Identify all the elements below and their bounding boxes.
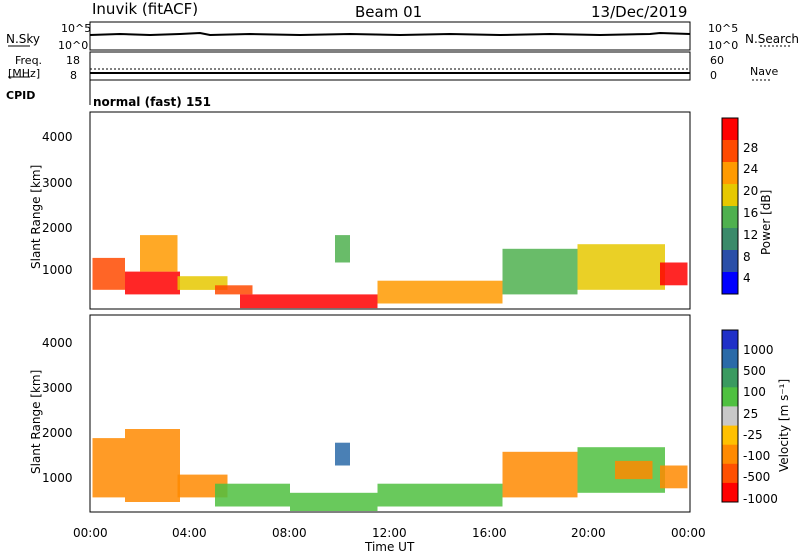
velocity-colorbar-swatch-0: [722, 330, 738, 350]
velocity-colorbar-swatch-4: [722, 406, 738, 426]
nave-label: Nave: [750, 65, 779, 78]
power-ytick-1000: 1000: [42, 263, 73, 277]
power-ytick-3000: 3000: [42, 176, 73, 190]
power-colorbar-swatch-3: [722, 184, 738, 207]
power-colorbar-swatch-5: [722, 228, 738, 251]
power-heatmap: [92, 235, 688, 309]
velocity-region-10: [660, 465, 688, 489]
velocity-region-7: [502, 451, 578, 498]
velocity-cbar-tick-0: 1000: [743, 343, 774, 357]
xtick-1: 04:00: [172, 526, 207, 540]
freq-tick-bottom: 8: [70, 69, 77, 82]
power-plot-frame: [89, 111, 691, 310]
velocity-plot-frame: [89, 314, 691, 513]
velocity-cbar-tick-7: -1000: [743, 492, 778, 506]
power-region-4: [215, 285, 253, 295]
xlabel: Time UT: [365, 540, 415, 554]
power-region-10: [660, 262, 688, 286]
power-ytick-2000: 2000: [42, 221, 73, 235]
power-region-5: [240, 294, 378, 309]
xtick-5: 20:00: [571, 526, 606, 540]
nave-tick-top: 60: [710, 54, 724, 67]
nsky-trace: [89, 31, 691, 37]
power-ytick-4000: 4000: [42, 130, 73, 144]
velocity-heatmap: [92, 429, 688, 511]
xtick-4: 16:00: [472, 526, 507, 540]
power-cbar-tick-5: 8: [743, 250, 751, 264]
velocity-ytick-3000: 3000: [42, 381, 73, 395]
power-colorbar-frame: [721, 117, 739, 295]
nave-tick-bottom: 0: [710, 69, 717, 82]
velocity-ytick-2000: 2000: [42, 426, 73, 440]
nsky-tick-bottom: 10^0: [58, 39, 89, 52]
date-title: 13/Dec/2019: [591, 3, 688, 21]
velocity-region-4: [290, 492, 378, 511]
power-region-9: [577, 244, 665, 290]
power-region-0: [92, 257, 125, 290]
velocity-cbar-tick-1: 500: [743, 364, 766, 378]
power-cbar-tick-6: 4: [743, 271, 751, 285]
velocity-colorbar-swatch-5: [722, 425, 738, 446]
velocity-colorbar-swatch-6: [722, 444, 738, 465]
power-colorbar-swatch-2: [722, 162, 738, 185]
velocity-colorbar: [721, 329, 739, 503]
velocity-region-3: [215, 483, 290, 507]
velocity-cbar-tick-3: 25: [743, 407, 759, 421]
velocity-cbar-tick-4: -25: [743, 428, 763, 442]
freq-label: Freq.: [15, 54, 43, 67]
freq-panel-frame: [89, 51, 691, 81]
power-cbar-tick-1: 24: [743, 162, 759, 176]
xtick-2: 08:00: [272, 526, 307, 540]
station-title: Inuvik (fitACF): [92, 0, 199, 18]
velocity-region-0: [92, 438, 125, 498]
velocity-colorbar-swatch-2: [722, 368, 738, 388]
freq-unit: [MHz]: [8, 67, 41, 80]
velocity-colorbar-swatch-8: [722, 482, 738, 503]
velocity-region-9: [615, 460, 653, 480]
nsearch-tick-top: 10^5: [708, 22, 739, 35]
power-cbar-tick-2: 20: [743, 184, 759, 198]
velocity-region-1: [125, 429, 180, 502]
cpid-text: normal (fast) 151: [93, 95, 211, 109]
xtick-0: 00:00: [73, 526, 108, 540]
velocity-colorbar-frame: [721, 329, 739, 503]
velocity-region-5: [335, 442, 350, 466]
nsky-label: N.Sky: [6, 32, 41, 46]
power-colorbar-swatch-1: [722, 140, 738, 163]
power-cbar-tick-3: 16: [743, 206, 759, 220]
power-colorbar-swatch-7: [722, 272, 738, 295]
power-region-1: [125, 271, 180, 295]
power-colorbar-swatch-6: [722, 250, 738, 273]
velocity-colorbar-swatch-7: [722, 463, 738, 484]
power-region-2: [140, 235, 178, 272]
power-cbar-tick-0: 28: [743, 141, 759, 155]
power-cbar-tick-4: 12: [743, 228, 759, 242]
nsearch-tick-bottom: 10^0: [708, 39, 739, 52]
velocity-cbar-tick-2: 100: [743, 385, 766, 399]
xtick-3: 12:00: [372, 526, 407, 540]
velocity-cbar-tick-6: -500: [743, 470, 771, 484]
power-region-7: [377, 280, 503, 304]
beam-title: Beam 01: [355, 3, 423, 21]
power-colorbar: [721, 117, 739, 295]
velocity-colorbar-swatch-1: [722, 349, 738, 369]
power-region-8: [502, 248, 578, 295]
velocity-cbar-tick-5: -100: [743, 449, 771, 463]
nsky-panel-frame: [89, 21, 691, 51]
power-colorbar-swatch-0: [722, 118, 738, 141]
power-region-6: [335, 235, 350, 263]
nsearch-label: N.Search: [745, 32, 800, 46]
xtick-6: 00:00: [671, 526, 706, 540]
velocity-region-6: [377, 483, 503, 507]
freq-tick-top: 18: [66, 54, 80, 67]
velocity-ytick-1000: 1000: [42, 471, 73, 485]
velocity-ytick-4000: 4000: [42, 336, 73, 350]
power-colorbar-swatch-4: [722, 206, 738, 229]
velocity-colorbar-swatch-3: [722, 387, 738, 407]
cpid-label: CPID: [6, 89, 36, 102]
nsky-tick-top: 10^5: [61, 22, 92, 35]
